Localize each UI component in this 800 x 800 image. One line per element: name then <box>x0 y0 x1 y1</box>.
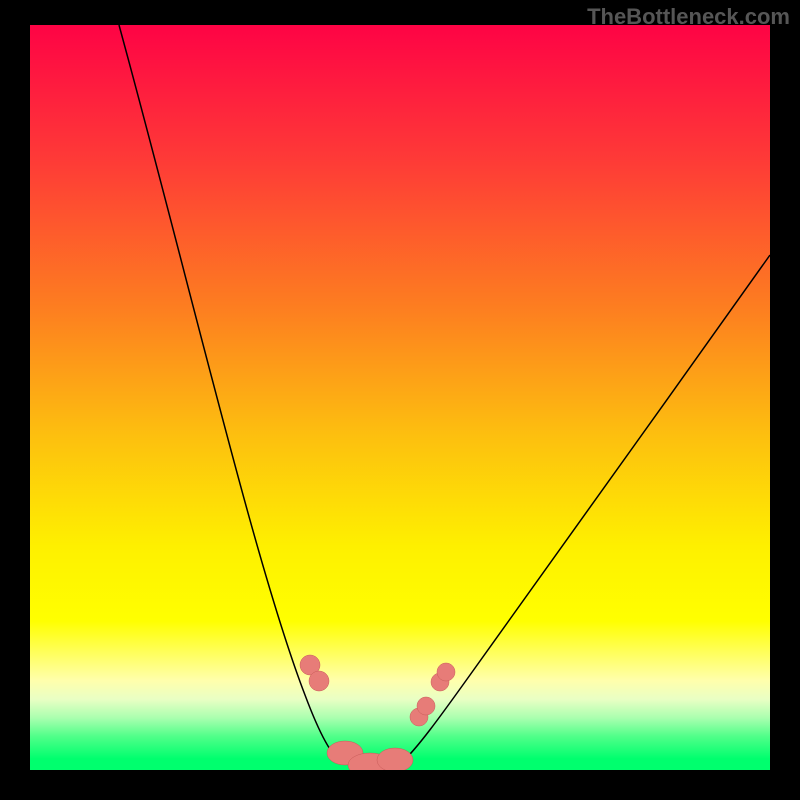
watermark-text: TheBottleneck.com <box>587 4 790 30</box>
data-marker <box>309 671 329 691</box>
gradient-background <box>30 25 770 770</box>
chart-outer-frame: TheBottleneck.com <box>0 0 800 800</box>
bottleneck-curve-chart <box>0 0 800 800</box>
data-marker <box>377 748 413 772</box>
data-marker <box>417 697 435 715</box>
data-marker <box>437 663 455 681</box>
